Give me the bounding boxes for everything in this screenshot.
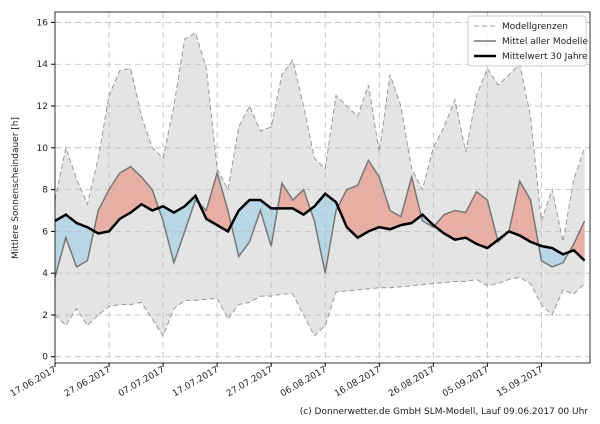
y-tick-label: 6: [42, 227, 48, 237]
x-tick-label: 27.07.2017: [225, 365, 275, 399]
y-tick-label: 10: [37, 144, 49, 154]
y-axis-label: Mittlere Sonnenscheindauer [h]: [11, 117, 21, 259]
legend-label: Mittel aller Modelle: [502, 37, 588, 47]
y-tick-label: 0: [42, 353, 48, 363]
x-tick-label: 07.07.2017: [117, 365, 167, 399]
x-tick-label: 05.09.2017: [441, 365, 491, 399]
x-tick-label: 26.08.2017: [387, 365, 437, 399]
y-tick-label: 16: [37, 18, 49, 28]
y-tick-label: 4: [42, 269, 48, 279]
legend-label: Modellgrenzen: [502, 22, 568, 32]
x-tick-label: 16.08.2017: [333, 365, 383, 399]
footer: (c) Donnerwetter.de GmbH SLM-Modell, Lau…: [300, 407, 589, 417]
y-tick-label: 14: [37, 60, 49, 70]
x-tick-label: 06.08.2017: [279, 365, 329, 399]
legend-label: Mittelwert 30 Jahre: [502, 52, 588, 62]
diff-fill: [477, 192, 488, 248]
diff-fill: [455, 210, 466, 239]
diff-fill: [77, 223, 88, 267]
y-tick-label: 12: [37, 102, 48, 112]
x-tick-label: 17.06.2017: [9, 365, 59, 399]
x-tick-label: 15.09.2017: [495, 365, 545, 399]
diff-fill: [120, 167, 131, 219]
y-tick-label: 2: [42, 311, 48, 321]
y-tick-label: 8: [42, 186, 48, 196]
x-tick-label: 17.07.2017: [171, 365, 221, 399]
x-tick-label: 27.06.2017: [63, 365, 113, 399]
